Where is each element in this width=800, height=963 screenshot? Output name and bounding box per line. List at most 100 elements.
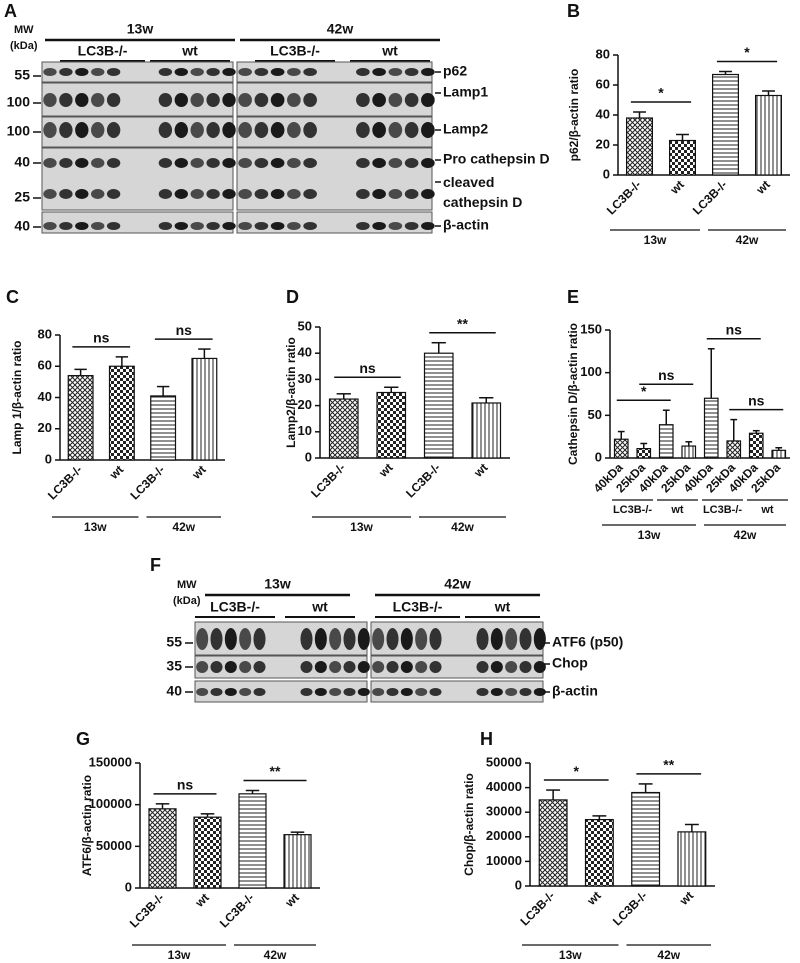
significance-label: ** [457,315,468,331]
band [222,222,236,230]
band [222,189,236,199]
band [519,688,532,696]
mw-label: MW [14,24,34,36]
band [372,68,386,76]
band [190,189,204,199]
band [174,122,188,138]
bar [754,94,782,176]
y-tick-label: 50000 [96,838,132,853]
band [519,628,532,650]
band [75,93,89,107]
y-tick-label: 0 [515,877,522,892]
band [91,189,105,199]
x-tick-label: wt [282,890,302,910]
x-tick-label: LC3B-/- [308,460,348,500]
blot-strip [41,211,234,234]
y-tick-label: 0 [45,451,52,466]
group-label: 13w [84,520,107,534]
y-tick-label: 20 [596,136,610,151]
subgroup-label: wt [760,504,774,516]
bar [668,139,696,176]
band [174,189,188,199]
band [238,93,252,107]
x-tick-label: LC3B-/- [45,462,85,502]
x-tick-label: wt [376,460,396,480]
significance-label: ns [359,360,376,376]
band [404,158,419,168]
band [91,93,105,107]
y-tick-label: 0 [603,166,610,181]
band [314,688,327,696]
band [300,661,313,673]
subgroup-label: LC3B-/- [210,599,260,615]
band [533,628,546,650]
blot-strip [236,147,433,211]
group-label: 13w [264,576,291,592]
band [329,628,342,650]
y-axis-label: Lamp2/β-actin ratio [284,337,298,448]
mw-marker: 40 [166,683,182,699]
band-label: β-actin [443,217,489,233]
band-label: ATF6 (p50) [552,634,623,650]
band [356,189,370,199]
y-tick-label: 150000 [89,754,132,769]
panel-letter: D [286,287,299,307]
y-tick-label: 60 [596,76,610,91]
band [421,68,435,76]
band [158,93,173,107]
band [253,628,266,650]
band [386,661,399,673]
band [388,68,403,76]
blot-strip [236,211,433,234]
band [303,122,317,138]
group-label: 42w [734,528,757,542]
group-label: 13w [350,520,373,534]
band [357,688,370,696]
bar [748,432,764,459]
band [357,661,370,673]
x-tick-label: wt [106,462,126,482]
band [238,68,252,76]
significance-label: * [574,763,580,779]
y-tick-label: 50 [298,318,312,333]
y-tick-label: 40000 [486,779,522,794]
band [400,688,413,696]
band [303,222,317,230]
band [415,661,428,673]
band [372,122,386,138]
mw-marker: 25 [14,189,30,205]
band [287,222,301,230]
band [388,189,403,199]
bar [193,816,222,889]
mw-marker: 55 [14,67,30,83]
band [372,93,386,107]
band [59,222,73,230]
subgroup-label: wt [381,43,398,59]
band [206,68,220,76]
mw-marker: 35 [166,658,182,674]
band [222,68,236,76]
band [476,688,489,696]
band [254,93,269,107]
band [329,661,342,673]
subgroup-label: wt [181,43,198,59]
subgroup-label: wt [494,599,511,615]
group-label: 42w [264,948,287,962]
significance-label: ns [726,321,743,337]
band [59,93,73,107]
bar [108,365,135,461]
y-tick-label: 60 [38,358,52,373]
band [174,158,188,168]
group-label: 42w [657,948,680,962]
band [357,628,370,650]
group-label: 42w [736,233,759,247]
band [343,628,356,650]
band-label: β-actin [552,683,598,699]
band [372,222,386,230]
bar [726,440,742,459]
mw-marker: 40 [14,218,30,234]
y-tick-label: 100000 [89,796,132,811]
bar [631,791,661,887]
band [254,189,269,199]
band [75,68,89,76]
